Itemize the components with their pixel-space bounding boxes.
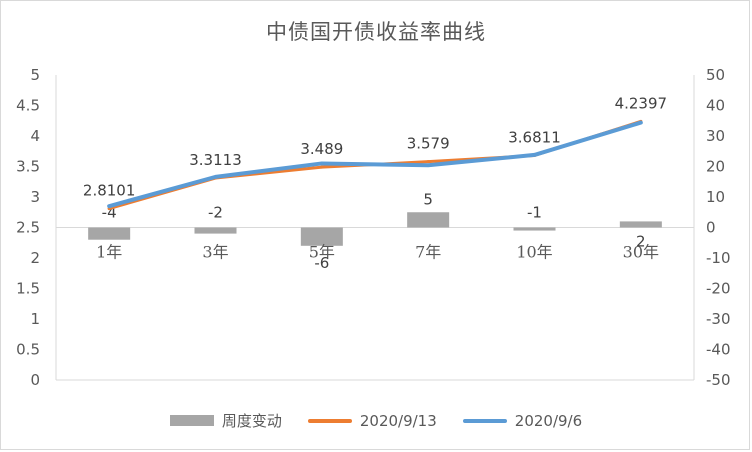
right-tick-label: 20 [706, 158, 725, 176]
line-data-label: 3.6811 [508, 128, 561, 146]
line-data-label: 4.2397 [615, 94, 668, 112]
legend-item-line2[interactable]: 2020/9/6 [462, 411, 583, 430]
category-label: 7年 [415, 243, 441, 262]
bar [513, 227, 556, 231]
category-label: 1年 [96, 243, 122, 262]
left-tick-label: 1.5 [16, 280, 40, 298]
line-data-label: 3.489 [300, 140, 343, 158]
line-point [639, 121, 643, 125]
line-point [426, 163, 430, 167]
bar [194, 227, 237, 234]
bar-data-label: 5 [423, 190, 433, 208]
bar-data-label: -1 [527, 204, 542, 222]
right-tick-label: 40 [706, 97, 725, 115]
right-tick-label: -40 [706, 341, 731, 359]
legend-line1-swatch [307, 418, 352, 423]
category-label: 5年 [309, 243, 335, 262]
left-tick-label: 3 [30, 188, 40, 206]
category-label: 3年 [202, 243, 228, 262]
category-label: 10年 [516, 243, 552, 262]
line-data-label: 3.579 [407, 135, 450, 153]
legend-line2-swatch [462, 418, 507, 423]
legend-item-line1[interactable]: 2020/9/13 [307, 411, 437, 430]
right-tick-label: 50 [706, 66, 725, 84]
bar [88, 227, 131, 240]
left-tick-label: 2.5 [16, 219, 40, 237]
line-point [533, 153, 536, 157]
right-tick-label: -50 [706, 371, 731, 389]
line-data-label: 3.3113 [189, 151, 242, 169]
line-point [320, 161, 324, 165]
bar [407, 212, 450, 228]
line-series-2020-9-6 [107, 120, 643, 209]
legend-line1-label: 2020/9/13 [359, 411, 437, 430]
right-tick-label: -30 [706, 310, 731, 328]
legend: 周度变动 2020/9/13 2020/9/6 [0, 410, 752, 431]
line-data-label: 2.8101 [83, 182, 136, 200]
left-tick-label: 4.5 [16, 97, 40, 115]
right-tick-label: -10 [706, 249, 731, 267]
line-point [107, 204, 111, 208]
bar [300, 227, 343, 246]
line-point [426, 160, 430, 164]
bar-data-label: -6 [314, 254, 329, 272]
left-tick-label: 2 [30, 249, 40, 267]
bar [619, 221, 662, 228]
right-tick-label: -20 [706, 280, 731, 298]
left-tick-label: 0.5 [16, 341, 40, 359]
bar-data-label: -2 [208, 204, 223, 222]
line-point [214, 175, 217, 179]
bar-data-label: 2 [636, 233, 646, 251]
legend-item-bar[interactable]: 周度变动 [169, 410, 282, 431]
category-label: 30年 [623, 243, 659, 262]
right-tick-label: 30 [706, 127, 725, 145]
left-tick-label: 3.5 [16, 158, 40, 176]
line-point [320, 165, 324, 169]
left-tick-label: 5 [30, 66, 40, 84]
left-tick-label: 1 [30, 310, 40, 328]
right-tick-label: 0 [706, 219, 716, 237]
legend-bar-label: 周度变动 [221, 412, 282, 430]
left-tick-label: 4 [30, 127, 40, 145]
left-tick-label: 0 [30, 371, 40, 389]
legend-bar-swatch [169, 415, 214, 426]
right-tick-label: 10 [706, 188, 725, 206]
chart-title: 中债国开债收益率曲线 [266, 20, 486, 44]
legend-line2-label: 2020/9/6 [514, 411, 583, 430]
